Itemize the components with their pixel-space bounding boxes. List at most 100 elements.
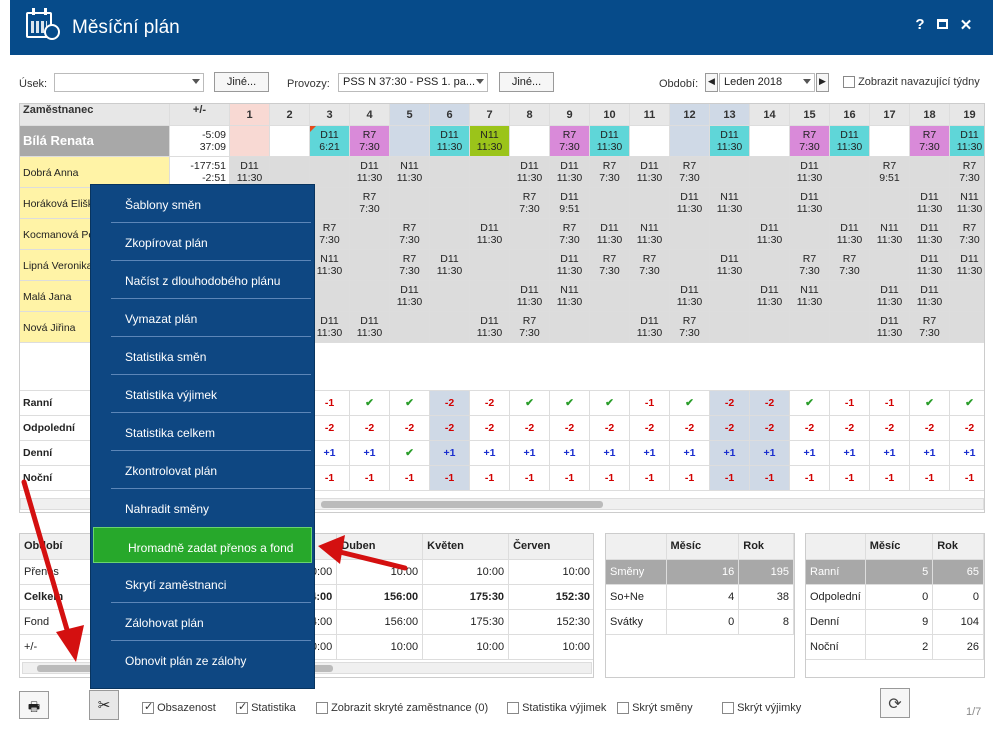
tools-button[interactable]: ✂	[89, 690, 119, 720]
shift-cell[interactable]	[510, 219, 550, 250]
refresh-button[interactable]: ⟳	[880, 688, 910, 718]
shift-cell[interactable]: D11 11:30	[830, 126, 870, 157]
menu-item[interactable]: Zkopírovat plán	[125, 236, 208, 250]
shift-cell[interactable]	[790, 312, 830, 343]
shift-cell[interactable]: D11 11:30	[430, 250, 470, 281]
shift-cell[interactable]	[590, 188, 630, 219]
shift-cell[interactable]: D11 11:30	[790, 188, 830, 219]
shift-cell[interactable]: R7 7:30	[350, 126, 390, 157]
day-header-7[interactable]: 7	[470, 104, 510, 126]
shift-cell[interactable]	[710, 312, 750, 343]
day-header-3[interactable]: 3	[310, 104, 350, 126]
day-header-12[interactable]: 12	[670, 104, 710, 126]
shift-cell[interactable]	[750, 126, 790, 157]
shift-cell[interactable]: R7 7:30	[910, 126, 950, 157]
shift-cell[interactable]	[350, 281, 390, 312]
shift-cell[interactable]	[750, 157, 790, 188]
shift-cell[interactable]: R7 7:30	[950, 219, 984, 250]
shift-cell[interactable]: N11 11:30	[950, 188, 984, 219]
menu-item[interactable]: Hromadně zadat přenos a fond	[93, 527, 312, 563]
shift-cell[interactable]: R7 7:30	[510, 312, 550, 343]
shift-cell[interactable]	[390, 188, 430, 219]
shift-cell[interactable]	[390, 126, 430, 157]
day-header-4[interactable]: 4	[350, 104, 390, 126]
day-header-18[interactable]: 18	[910, 104, 950, 126]
shift-cell[interactable]: D11 11:30	[550, 157, 590, 188]
shift-cell[interactable]: D11 11:30	[910, 219, 950, 250]
shift-cell[interactable]: D11 11:30	[870, 281, 910, 312]
shift-cell[interactable]: N11 11:30	[870, 219, 910, 250]
shift-cell[interactable]	[670, 250, 710, 281]
shift-cell[interactable]	[430, 188, 470, 219]
print-button[interactable]: 🖶	[19, 691, 49, 719]
day-header-14[interactable]: 14	[750, 104, 790, 126]
shift-cell[interactable]	[510, 250, 550, 281]
period-cell[interactable]: 156:00	[336, 609, 424, 635]
day-header-2[interactable]: 2	[270, 104, 310, 126]
shift-cell[interactable]	[350, 250, 390, 281]
shift-cell[interactable]	[710, 219, 750, 250]
shift-cell[interactable]	[310, 188, 350, 219]
skryte-checkbox[interactable]: Zobrazit skryté zaměstnance (0)	[316, 702, 488, 715]
shift-cell[interactable]: N11 11:30	[630, 219, 670, 250]
employee-name[interactable]: Bílá Renata	[20, 126, 170, 157]
shift-cell[interactable]	[470, 250, 510, 281]
shift-cell[interactable]	[430, 281, 470, 312]
menu-item[interactable]: Statistika směn	[125, 350, 207, 364]
shift-cell[interactable]	[670, 126, 710, 157]
shift-cell[interactable]: R7 7:30	[310, 219, 350, 250]
shift-cell[interactable]: D11 11:30	[910, 188, 950, 219]
shift-cell[interactable]	[750, 250, 790, 281]
usek-combo[interactable]	[54, 73, 204, 92]
shift-cell[interactable]: D11 6:21	[310, 126, 350, 157]
period-cell[interactable]: 10:00	[422, 559, 510, 585]
menu-item[interactable]: Zálohovat plán	[125, 616, 204, 630]
shift-cell[interactable]: R7 7:30	[590, 250, 630, 281]
shift-cell[interactable]: D11 11:30	[630, 157, 670, 188]
help-button[interactable]: ?	[915, 16, 925, 33]
shift-cell[interactable]: D11 11:30	[550, 250, 590, 281]
day-header-15[interactable]: 15	[790, 104, 830, 126]
shift-cell[interactable]: D11 11:30	[590, 126, 630, 157]
shift-cell[interactable]: R7 7:30	[350, 188, 390, 219]
shift-cell[interactable]: D11 11:30	[910, 281, 950, 312]
shift-cell[interactable]: D11 11:30	[950, 126, 984, 157]
shift-cell[interactable]: R7 7:30	[950, 157, 984, 188]
period-cell[interactable]: 10:00	[508, 559, 593, 585]
shift-cell[interactable]: R7 7:30	[670, 157, 710, 188]
shift-cell[interactable]: R7 9:51	[870, 157, 910, 188]
next-weeks-checkbox[interactable]: Zobrazit navazující týdny	[843, 76, 980, 89]
shift-cell[interactable]: D11 11:30	[510, 157, 550, 188]
day-header-6[interactable]: 6	[430, 104, 470, 126]
shift-cell[interactable]	[950, 312, 984, 343]
shift-cell[interactable]: N11 11:30	[310, 250, 350, 281]
shift-cell[interactable]	[390, 312, 430, 343]
day-header-5[interactable]: 5	[390, 104, 430, 126]
shift-cell[interactable]	[870, 126, 910, 157]
shift-cell[interactable]: N11 11:30	[390, 157, 430, 188]
shift-cell[interactable]: D11 11:30	[590, 219, 630, 250]
menu-item[interactable]: Skrytí zaměstnanci	[125, 578, 227, 592]
shift-cell[interactable]	[950, 281, 984, 312]
menu-item[interactable]: Šablony směn	[125, 198, 202, 212]
day-header-9[interactable]: 9	[550, 104, 590, 126]
shift-cell[interactable]	[830, 281, 870, 312]
shift-cell[interactable]	[710, 281, 750, 312]
shift-cell[interactable]: D11 11:30	[830, 219, 870, 250]
shift-cell[interactable]: D11 11:30	[790, 157, 830, 188]
shift-cell[interactable]: D11 11:30	[910, 250, 950, 281]
shift-cell[interactable]	[630, 126, 670, 157]
period-cell[interactable]: 152:30	[508, 609, 593, 635]
prev-period-button[interactable]: ◀	[705, 73, 718, 92]
shift-cell[interactable]	[310, 281, 350, 312]
day-header-19[interactable]: 19	[950, 104, 984, 126]
menu-item[interactable]: Zkontrolovat plán	[125, 464, 218, 478]
shift-cell[interactable]	[670, 219, 710, 250]
shift-cell[interactable]	[830, 157, 870, 188]
employee-name[interactable]: Dobrá Anna	[20, 157, 170, 188]
shift-cell[interactable]: D11 11:30	[310, 312, 350, 343]
shift-cell[interactable]	[310, 157, 350, 188]
obsazenost-checkbox[interactable]: Obsazenost	[142, 702, 216, 715]
shift-cell[interactable]	[550, 312, 590, 343]
day-header-10[interactable]: 10	[590, 104, 630, 126]
